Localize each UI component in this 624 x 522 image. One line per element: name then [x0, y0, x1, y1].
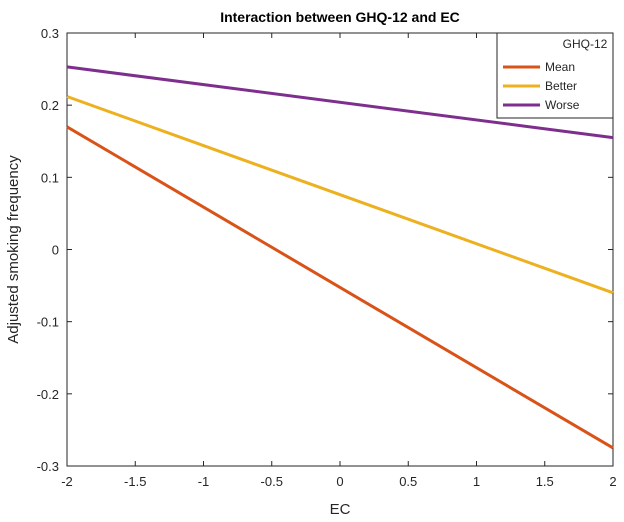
- legend: GHQ-12 Mean Better Worse: [496, 32, 614, 119]
- series-line-worse: [66, 65, 614, 140]
- series-lines: [66, 65, 614, 450]
- x-axis-label: EC: [330, 501, 351, 518]
- x-tick-label: 0: [336, 474, 343, 489]
- y-tick-label: 0.3: [41, 26, 59, 41]
- y-tick-label: 0.2: [41, 98, 59, 113]
- legend-label-mean: Mean: [545, 60, 575, 74]
- series-line-better: [66, 95, 614, 295]
- y-tick-label: -0.3: [37, 459, 59, 474]
- chart-title: Interaction between GHQ-12 and EC: [220, 9, 460, 25]
- x-tick-label: 0.5: [399, 474, 417, 489]
- x-tick-label: -1: [198, 474, 210, 489]
- y-tick-label: 0: [52, 243, 59, 258]
- x-tick-label: 1.5: [536, 474, 554, 489]
- y-tick-label: -0.1: [37, 315, 59, 330]
- legend-title: GHQ-12: [563, 37, 608, 51]
- y-axis-label: Adjusted smoking frequency: [5, 155, 22, 344]
- legend-label-worse: Worse: [545, 98, 580, 112]
- x-tick-label: 2: [609, 474, 616, 489]
- x-tick-label: -0.5: [261, 474, 283, 489]
- x-tick-label: -2: [61, 474, 73, 489]
- legend-items: Mean Better Worse: [503, 60, 580, 112]
- x-axis-ticks: -2 -1.5 -1 -0.5 0 0.5 1 1.5 2: [61, 33, 617, 489]
- y-tick-label: 0.1: [41, 170, 59, 185]
- y-tick-label: -0.2: [37, 387, 59, 402]
- series-line-mean: [66, 125, 614, 450]
- legend-label-better: Better: [545, 79, 577, 93]
- y-axis-ticks: -0.3 -0.2 -0.1 0 0.1 0.2 0.3: [37, 26, 613, 474]
- x-tick-label: -1.5: [124, 474, 146, 489]
- x-tick-label: 1: [473, 474, 480, 489]
